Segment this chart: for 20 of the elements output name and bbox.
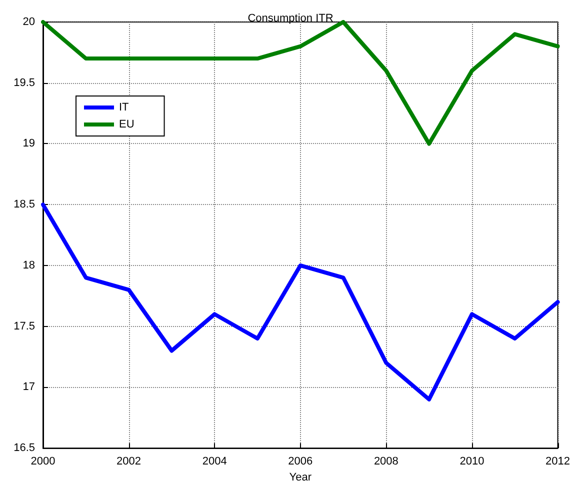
y-tick-label: 18.5 (14, 198, 35, 211)
y-tick-label: 20 (22, 16, 35, 28)
y-tick-label: 19 (22, 138, 35, 150)
y-tick-label: 18 (22, 259, 35, 272)
y-tick-label: 16.5 (14, 442, 35, 454)
y-tick-label: 17 (22, 381, 35, 394)
x-tick-label: 2012 (546, 456, 570, 468)
legend-label: IT (119, 102, 130, 114)
chart-title: Consumption ITR (248, 12, 334, 24)
x-tick-label: 2010 (460, 456, 484, 468)
x-axis-title: Year (289, 472, 312, 484)
x-tick-label: 2006 (288, 456, 313, 468)
y-tick-label: 19.5 (14, 76, 35, 89)
x-tick-label: 2004 (202, 456, 227, 468)
x-tick-label: 2008 (374, 456, 398, 468)
legend-label: EU (119, 118, 134, 130)
x-tick-label: 2002 (116, 456, 142, 468)
y-tick-label: 17.5 (14, 320, 35, 332)
x-tick-label: 2000 (30, 456, 56, 468)
line-series (41, 202, 560, 402)
